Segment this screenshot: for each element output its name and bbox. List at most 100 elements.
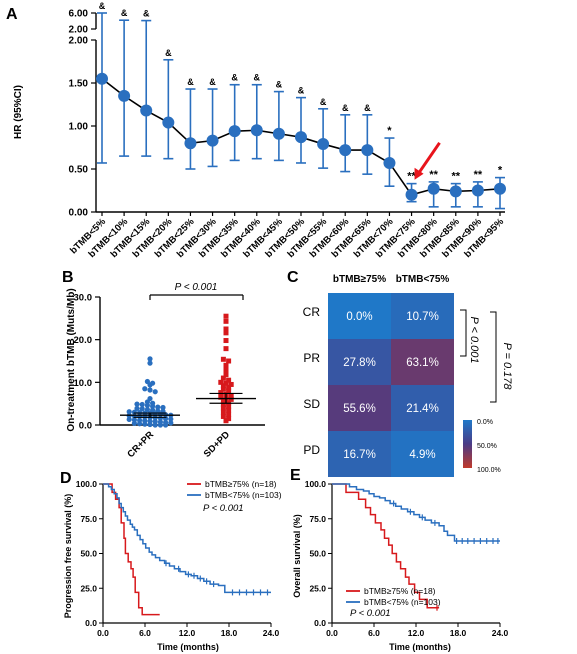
panel-c-row-label: PR <box>303 351 320 365</box>
panel-a-y-ticks: 0.00 0.50 1.00 1.50 2.002.00 6.00 <box>69 9 96 219</box>
panel-d-plot-area: 0.0 6.0 12.0 18.0 24.0 0.0 25.0 50.0 75.0 100.0 bT… <box>76 479 282 638</box>
panel-b-data-point <box>228 381 234 387</box>
panel-d-y-tick-label: 50.0 <box>80 549 97 559</box>
panel-c-cell-label: 0.0% <box>346 311 372 323</box>
panel-b-y-tick-label: 10.0 <box>74 378 93 389</box>
panel-b-data-point <box>144 378 150 385</box>
panel-a-significance-mark: & <box>187 77 194 87</box>
panel-b-data-point <box>220 405 226 411</box>
panel-a-plot-area: && &&& & & &&&&& &*** ** ** ** * <box>95 1 506 213</box>
panel-c-colorbar: 0.0% 50.0% 100.0% <box>460 309 501 474</box>
panel-b-data-point <box>134 405 140 411</box>
panel-d-x-tick-label: 24.0 <box>263 628 280 638</box>
panel-b-data-point <box>142 386 148 392</box>
panel-a-hr-point <box>427 182 440 195</box>
panel-b-data-point <box>220 383 226 389</box>
panel-e-y-tick-label: 75.0 <box>309 514 326 524</box>
panel-d-x-tick-label: 0.0 <box>97 628 109 638</box>
panel-c-p-value-2: P = 0.178 <box>501 343 513 391</box>
panel-c-cell <box>391 431 454 477</box>
panel-b-data-point <box>168 416 174 422</box>
panel-b-data-point <box>223 330 229 336</box>
panel-b-letter: B <box>62 269 74 286</box>
panel-a-significance-mark: & <box>99 1 106 11</box>
panel-e-letter: E <box>290 467 301 484</box>
panel-c-cell-label: 63.1% <box>406 357 439 369</box>
panel-a-hr-point <box>228 125 241 138</box>
panel-a-significance-mark: & <box>276 80 283 90</box>
panel-b-data-point <box>126 416 132 423</box>
panel-b-data-point <box>223 372 229 378</box>
panel-a-highlight-arrowhead <box>414 167 424 180</box>
panel-a-significance-mark: & <box>143 9 150 19</box>
panel-a-hr-point <box>383 156 396 169</box>
panel-b-data-point <box>218 390 224 396</box>
panel-e: E Overall survival (%) Time (months) 0.0… <box>290 467 509 652</box>
panel-c-cell-label: 10.7% <box>406 311 439 323</box>
panel-d-letter: D <box>60 470 72 487</box>
panel-b-data-point <box>150 407 156 413</box>
panel-a-significance-mark: * <box>498 165 503 177</box>
panel-a-y-tick-label: 0.00 <box>69 208 89 219</box>
panel-a-significance-mark: & <box>320 97 327 107</box>
panel-a-significance-mark: & <box>209 77 216 87</box>
panel-a-hr-point <box>317 138 330 151</box>
panel-a-hr-point <box>184 137 197 150</box>
panel-b-data-point <box>223 418 229 424</box>
panel-b-data-point <box>168 420 174 426</box>
panel-d: D Progression free survival (%) Time (mo… <box>60 470 282 652</box>
panel-c-p-value-1: P < 0.001 <box>468 317 480 364</box>
panel-c-colorbar-label: 50.0% <box>477 443 497 450</box>
panel-e-xlabel: Time (months) <box>389 642 451 652</box>
panel-e-plot-area: 0.0 6.0 12.0 18.0 24.0 0.0 25.0 50.0 75.0 100.0 bT… <box>305 479 509 638</box>
panel-b-data-point <box>223 338 229 344</box>
panel-c-heatmap: bTMB≥75% bTMB<75% CR 0.0% 10.7% PR 27.8% 63.1% S… <box>303 274 454 477</box>
panel-c-colorbar-label: 100.0% <box>477 467 501 474</box>
panel-a-significance-mark: & <box>298 86 305 96</box>
panel-b-y-tick-label: 20.0 <box>74 335 93 346</box>
panel-a-hr-point <box>118 89 131 102</box>
panel-b-data-point <box>134 401 140 407</box>
panel-a-y-tick-label: 2.00 <box>69 25 89 36</box>
panel-b-data-point <box>220 413 226 419</box>
panel-e-legend-label: bTMB<75% (n=103) <box>364 597 441 607</box>
panel-c-letter: C <box>287 269 299 286</box>
panel-d-km-curve <box>103 483 160 616</box>
panel-b-data-point <box>220 386 226 392</box>
panel-a-significance-mark: & <box>231 73 238 83</box>
panel-a-hr-point <box>295 131 307 144</box>
panel-e-y-tick-label: 50.0 <box>309 549 326 559</box>
panel-b-data-point <box>157 419 163 425</box>
panel-d-x-tick-label: 12.0 <box>179 628 196 638</box>
panel-b-data-point <box>150 400 156 406</box>
panel-a-y-tick-label: 0.50 <box>69 165 89 176</box>
panel-b-data-point <box>155 404 161 410</box>
panel-b-data-point <box>226 404 232 410</box>
panel-b-data-point <box>126 409 132 415</box>
panel-c-bracket-1 <box>460 309 467 357</box>
panel-a-y-tick-label: 1.50 <box>69 79 89 90</box>
panel-c-cell-label: 21.4% <box>406 403 439 415</box>
panel-b-data-point <box>139 406 145 412</box>
panel-b-data-point <box>218 394 224 400</box>
panel-b-y-tick-label: 30.0 <box>74 293 93 304</box>
panel-a-x-ticks: bTMB<5%bTMB<10%bTMB<15%bTMB<20%bTMB<25%b… <box>68 212 507 260</box>
panel-c-colorbar-label: 0.0% <box>477 419 493 426</box>
panel-a-ylabel: HR (95%CI) <box>13 85 24 139</box>
panel-c-bracket-2 <box>490 311 497 403</box>
panel-a-hr-point <box>405 188 418 201</box>
panel-b-data-point <box>226 358 232 364</box>
panel-b-data-point <box>226 384 232 390</box>
panel-b-data-point <box>223 346 229 352</box>
panel-c-row-label: SD <box>303 397 320 411</box>
panel-b-data-point <box>152 418 158 425</box>
panel-b-p-value: P < 0.001 <box>175 282 218 293</box>
panel-e-km-curve <box>332 483 500 542</box>
panel-e-p-value: P < 0.001 <box>350 608 391 619</box>
panel-b-ylabel: On-treatment bTMB (Muts/Mb) <box>66 288 77 431</box>
panel-b-data-point <box>228 393 234 399</box>
panel-a-hr-point <box>272 127 285 140</box>
panel-b-data-point <box>226 411 232 417</box>
panel-a-hr-point <box>250 124 263 137</box>
